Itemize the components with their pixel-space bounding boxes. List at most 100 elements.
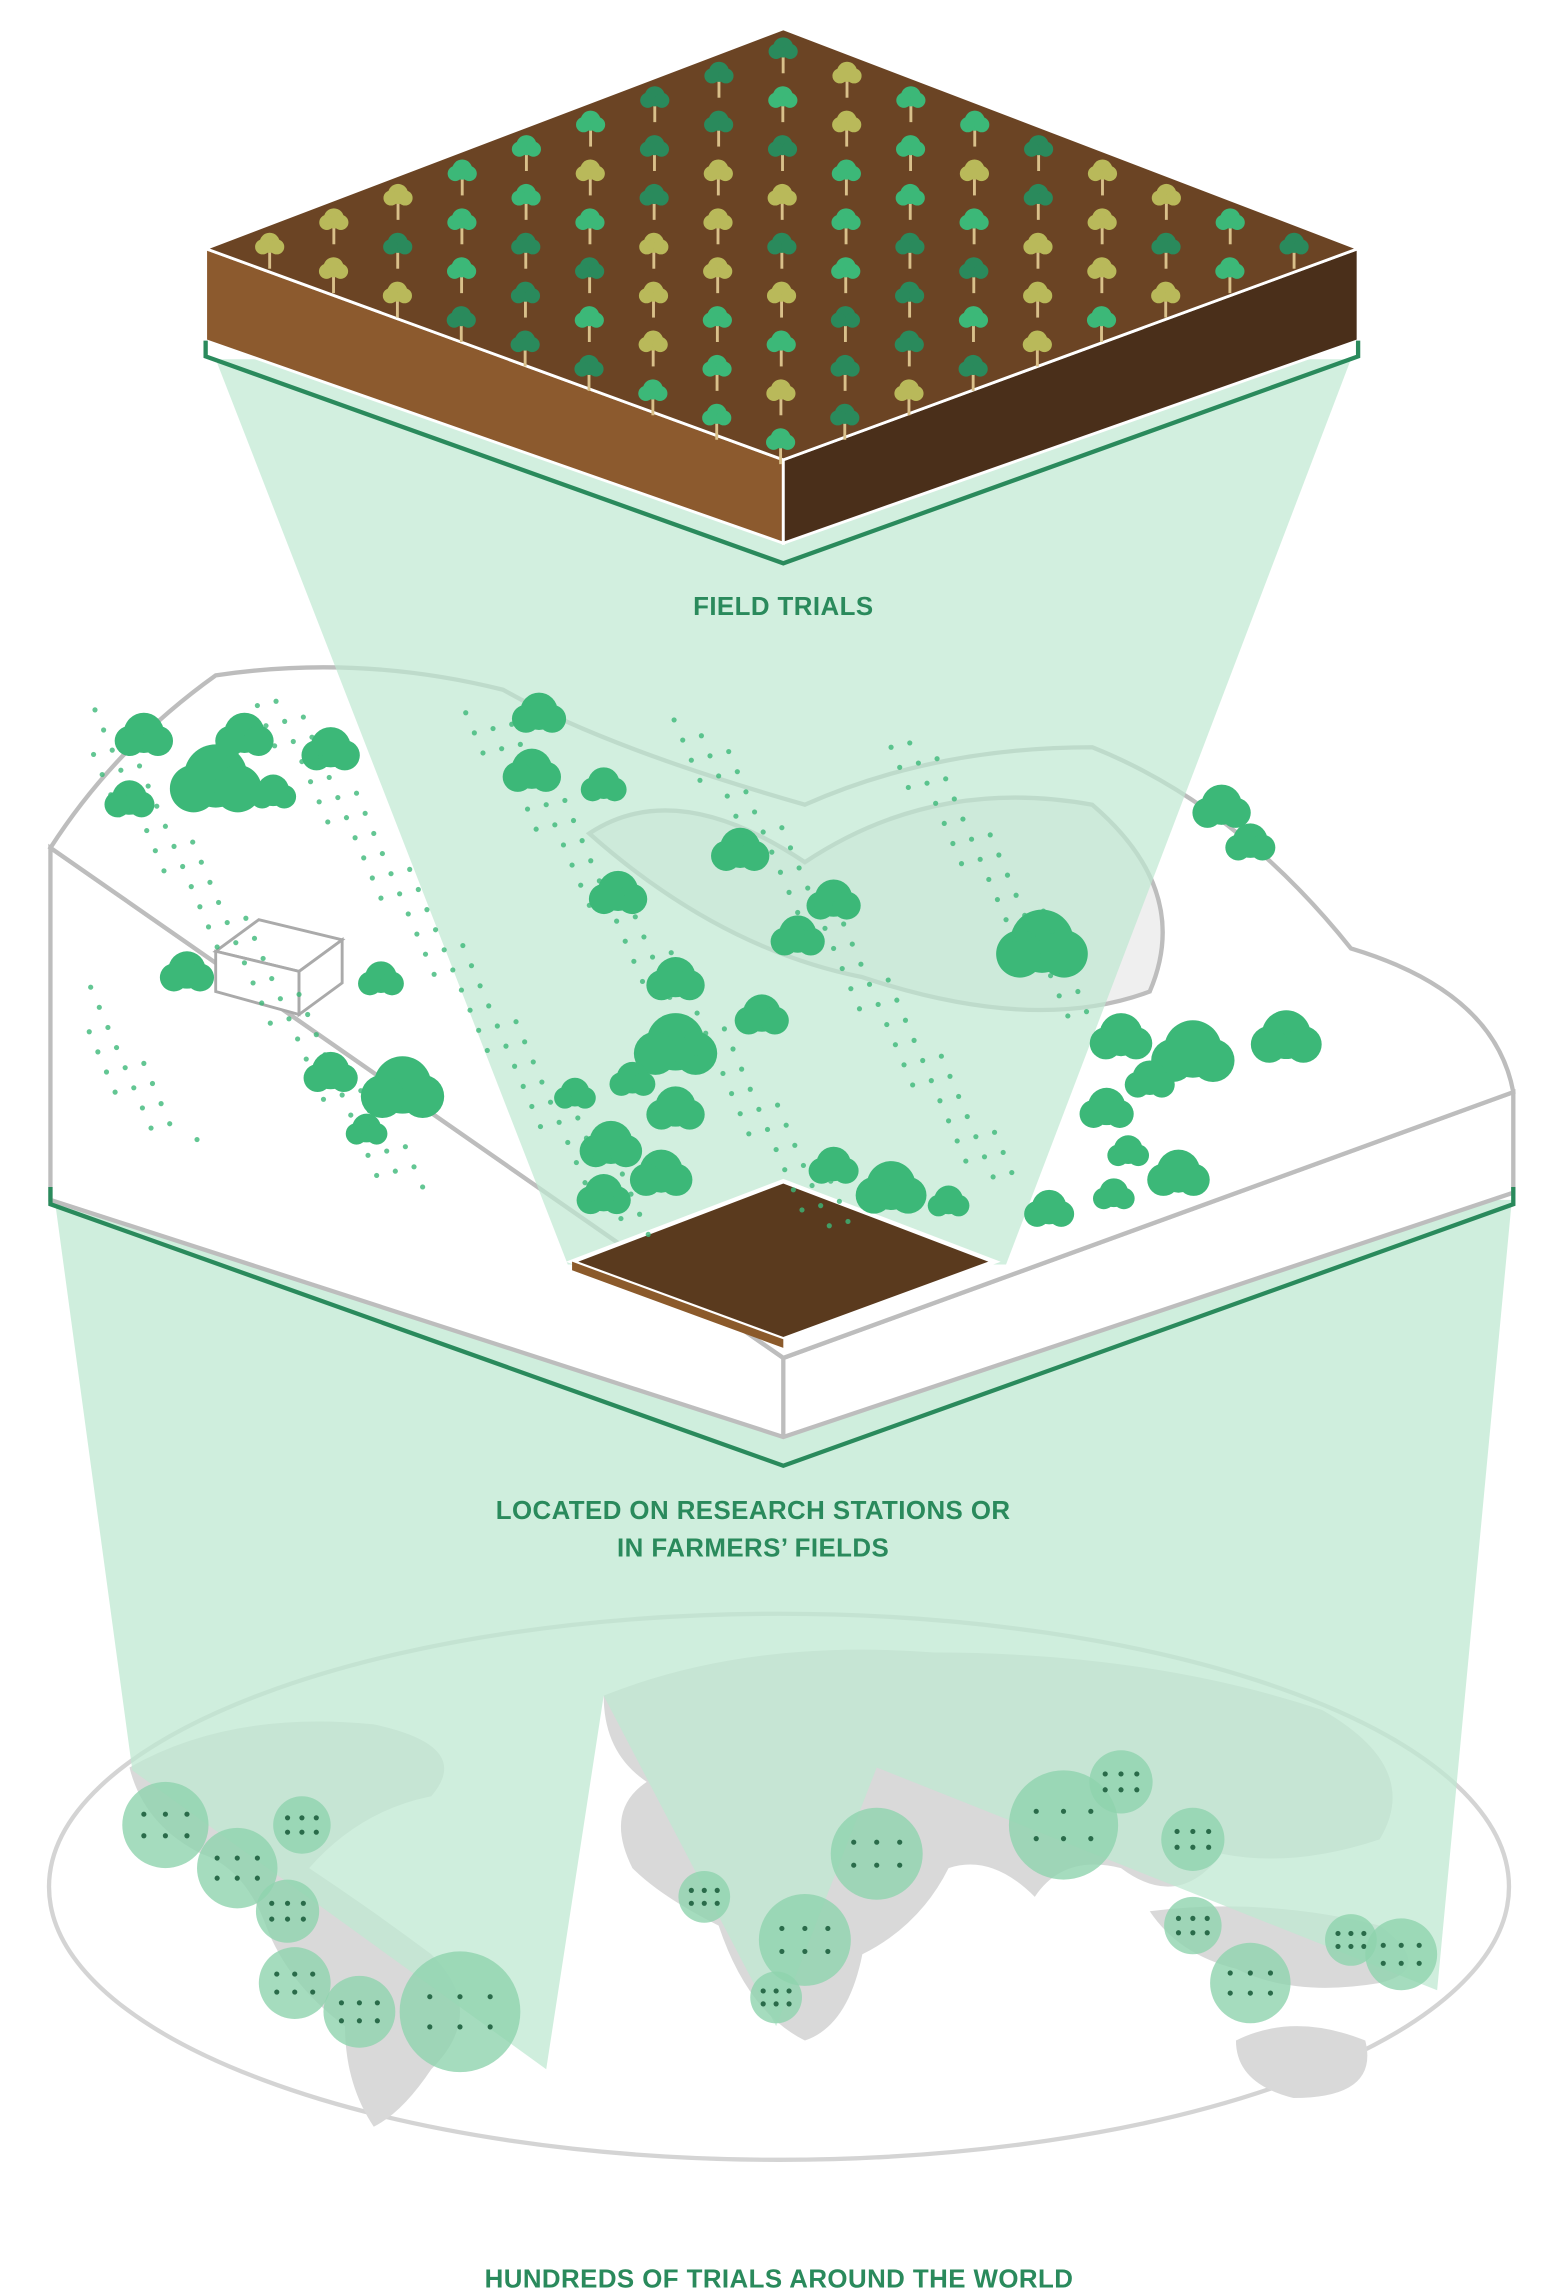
field-dot — [591, 1200, 597, 1206]
tree — [575, 214, 591, 230]
field-dot — [769, 849, 775, 855]
field-dot — [267, 1020, 273, 1026]
hotspot-dot — [274, 1971, 280, 1977]
tree — [272, 784, 297, 809]
tree — [639, 239, 655, 255]
field-dot — [513, 1019, 519, 1025]
hotspot-dot — [338, 2000, 345, 2006]
hotspot — [1210, 1942, 1291, 2024]
tree — [782, 92, 798, 108]
tree — [380, 971, 404, 996]
hotspot-dot — [356, 2000, 362, 2006]
tree — [855, 1176, 893, 1214]
hotspot-dot — [292, 1989, 298, 1995]
tree — [1107, 1144, 1129, 1167]
field-dot — [477, 983, 483, 989]
tree — [104, 791, 131, 818]
hotspot-dot — [773, 1988, 779, 1994]
tree — [973, 214, 989, 230]
beam-upper — [215, 359, 1351, 1265]
tree — [1087, 166, 1103, 182]
tree — [895, 239, 911, 255]
tree — [301, 740, 332, 771]
field-dot — [422, 951, 429, 957]
tree — [1023, 239, 1039, 255]
field-dot — [943, 776, 949, 782]
field-dot — [154, 803, 160, 809]
field-dot — [849, 941, 855, 947]
field-dot — [751, 809, 758, 815]
field-dot — [1058, 948, 1064, 954]
tree — [446, 263, 463, 279]
tree — [461, 166, 477, 182]
field-dot — [641, 934, 647, 940]
field-dot — [303, 1056, 309, 1062]
tree — [1105, 1099, 1134, 1128]
tree — [895, 288, 911, 304]
field-dot — [822, 925, 828, 931]
tree — [383, 190, 399, 206]
hotspot-dot — [1088, 1808, 1094, 1814]
field-dot — [787, 845, 794, 851]
hotspot-dot — [313, 1815, 319, 1821]
field-dot — [777, 869, 784, 875]
tree — [397, 190, 413, 206]
hotspot-dot — [1398, 1942, 1404, 1948]
field-dot — [1056, 993, 1062, 999]
tree — [1022, 337, 1038, 353]
field-dot — [875, 1001, 881, 1008]
field-dot — [645, 1231, 651, 1237]
field-dot — [516, 786, 522, 792]
field-dot — [779, 825, 785, 831]
field-dot — [569, 862, 575, 868]
hotspot-dot — [802, 1925, 808, 1932]
hotspot-dot — [141, 1811, 147, 1817]
field-dot — [685, 990, 692, 996]
field-dot — [1004, 872, 1011, 878]
field-dot — [299, 759, 305, 765]
tree — [525, 141, 541, 157]
field-dot — [588, 858, 594, 864]
tree — [588, 883, 620, 915]
field-dot — [981, 1154, 988, 1160]
hotspot-dot — [773, 2001, 779, 2007]
field-dot — [990, 1174, 996, 1180]
tree — [639, 190, 655, 206]
field-dot — [726, 748, 732, 755]
tree — [574, 312, 590, 328]
field-dot — [214, 944, 220, 950]
field-dot — [198, 859, 204, 865]
tree — [579, 1134, 612, 1168]
field-dot — [578, 882, 584, 888]
tree — [510, 288, 526, 304]
tree — [333, 263, 349, 279]
tree — [1087, 263, 1103, 279]
field-dot — [517, 741, 523, 747]
field-dot — [950, 840, 956, 847]
tree — [830, 312, 846, 328]
hotspot-dot — [1227, 1990, 1233, 1996]
hotspot-dot — [1134, 1771, 1140, 1777]
tree — [889, 1176, 927, 1214]
tree — [1127, 1144, 1150, 1167]
tree — [1249, 834, 1276, 861]
tree — [1079, 1099, 1108, 1128]
tree — [383, 239, 399, 255]
tree — [1192, 797, 1223, 828]
field-dot — [86, 1029, 92, 1035]
field-dot — [509, 721, 515, 727]
field-dot — [637, 1211, 643, 1217]
field-dot — [158, 1101, 164, 1107]
field-dot — [911, 1037, 917, 1043]
tree — [711, 840, 742, 871]
field-dot — [468, 963, 475, 969]
tree — [1165, 239, 1181, 255]
field-dot — [901, 1062, 907, 1068]
tree — [702, 312, 718, 328]
field-dot — [964, 1113, 970, 1120]
field-dot — [407, 866, 413, 872]
hotspot-dot — [779, 1948, 785, 1955]
field-dot — [684, 1034, 690, 1041]
field-dot — [263, 723, 269, 729]
